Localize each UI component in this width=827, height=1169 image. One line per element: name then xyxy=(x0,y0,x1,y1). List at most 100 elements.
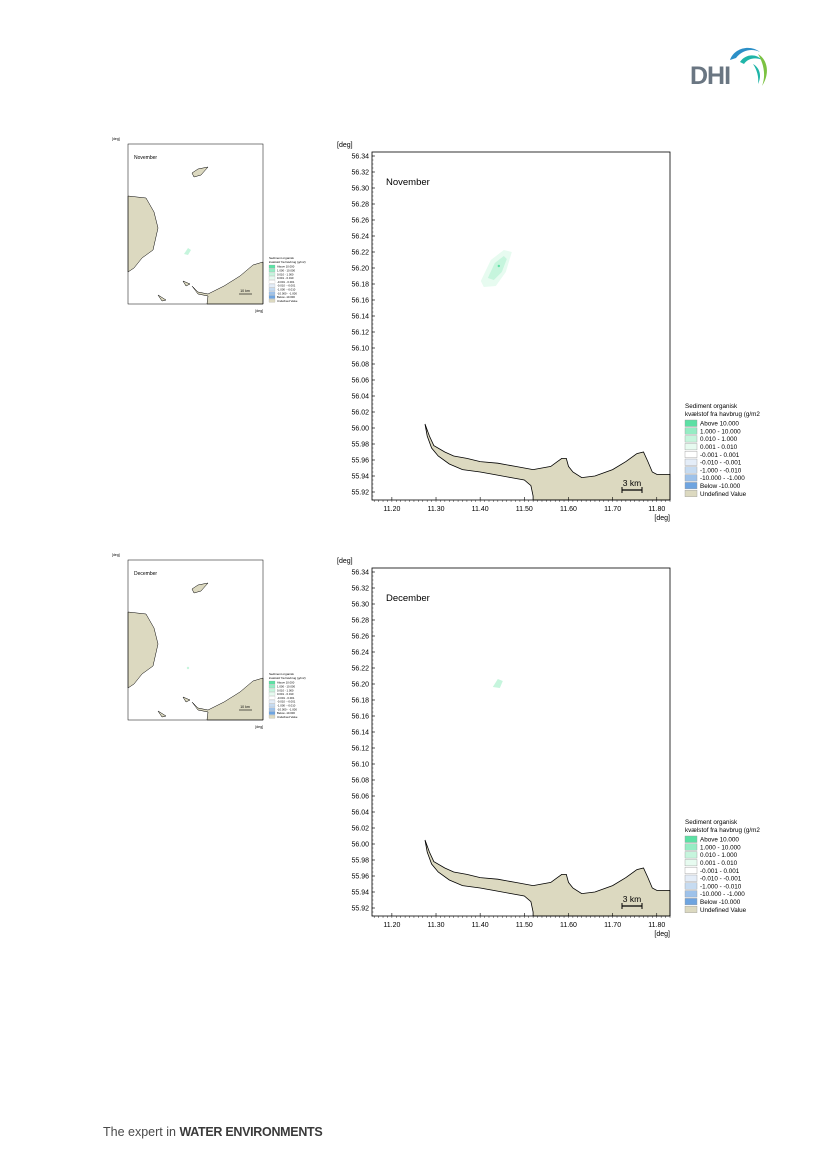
y-tick-label: 56.30 xyxy=(351,186,369,193)
footer-prefix: The expert in xyxy=(103,1125,180,1139)
y-tick-label: 56.26 xyxy=(351,218,369,225)
legend-swatch xyxy=(684,874,698,882)
overview-scale-bar-label: 10 km xyxy=(240,289,250,293)
land-coast xyxy=(424,839,671,917)
legend-swatch xyxy=(684,435,698,443)
legend-title: Sediment organisk xyxy=(685,403,738,410)
overview-legend-swatch xyxy=(268,287,276,292)
x-tick-label: 11.60 xyxy=(560,506,577,513)
x-tick-label: 11.20 xyxy=(383,922,400,929)
overview-legend-label: Above 10.000 xyxy=(277,265,295,269)
legend-swatch xyxy=(684,490,698,497)
y-tick-label: 56.14 xyxy=(351,314,369,321)
y-tick-label: 55.96 xyxy=(351,874,369,881)
legend-swatch xyxy=(684,835,698,843)
y-tick-label: 56.20 xyxy=(351,682,369,689)
legend-swatch xyxy=(684,427,698,435)
legend-label: Undefined Value xyxy=(700,491,747,498)
land-southeast xyxy=(191,677,264,721)
x-tick-label: 11.30 xyxy=(428,922,445,929)
overview-legend-swatch xyxy=(268,696,276,700)
y-tick-label: 56.08 xyxy=(351,362,369,369)
map-svg: [deg]December56.3456.3256.3056.2856.2656… xyxy=(337,558,760,938)
overview-legend-label: -1.000 - -0.010 xyxy=(277,704,296,708)
overview-legend-label: 1.000 - 10.000 xyxy=(277,269,295,273)
legend-swatch xyxy=(684,859,698,867)
overview-legend-title: Sediment organisk xyxy=(269,672,294,676)
legend-label: Above 10.000 xyxy=(700,837,739,844)
legend-title: kvælstof fra havbrug (g/m2) xyxy=(685,411,760,418)
y-tick-label: 56.32 xyxy=(351,170,369,177)
overview-x-unit-label: [deg] xyxy=(255,725,263,729)
y-tick-label: 56.00 xyxy=(351,426,369,433)
overview-legend-label: Undefined Value xyxy=(277,299,298,303)
legend-label: Below -10.000 xyxy=(700,899,741,906)
overview-unit-label: [deg] xyxy=(112,137,120,141)
y-tick-label: 56.08 xyxy=(351,778,369,785)
legend-title: kvælstof fra havbrug (g/m2) xyxy=(685,827,760,834)
legend-swatch xyxy=(684,482,698,490)
legend-swatch xyxy=(684,898,698,906)
plume-outer xyxy=(492,679,503,688)
legend-label: Undefined Value xyxy=(700,907,747,914)
legend-label: 0.010 - 1.000 xyxy=(700,436,738,443)
y-tick-label: 56.04 xyxy=(351,810,369,817)
footer-emphasis: WATER ENVIRONMENTS xyxy=(179,1125,323,1139)
legend-title: Sediment organisk xyxy=(685,819,738,826)
legend-swatch xyxy=(684,867,698,874)
y-tick-label: 56.26 xyxy=(351,634,369,641)
wave-icon xyxy=(730,47,767,86)
overview-month-label: November xyxy=(134,155,157,161)
y-tick-label: 56.10 xyxy=(351,762,369,769)
y-tick-label: 56.06 xyxy=(351,794,369,801)
overview-legend-swatch xyxy=(268,291,276,295)
legend-label: Below -10.000 xyxy=(700,483,741,490)
legend-swatch xyxy=(684,458,698,466)
land-west xyxy=(127,195,159,273)
overview-legend-swatch xyxy=(268,280,276,284)
detail-map-november: [deg] November 56.34 56.32 56.30 56.28 56.26 56… xyxy=(335,135,760,530)
land-coast xyxy=(424,423,671,501)
island-north xyxy=(191,166,209,178)
overview-legend-swatch xyxy=(268,264,276,269)
overview-legend-label: -10.000 - -1.000 xyxy=(277,291,297,295)
legend-label: -0.001 - 0.001 xyxy=(700,452,740,459)
x-tick-label: 11.50 xyxy=(516,506,533,513)
land-southeast xyxy=(191,261,264,305)
islet xyxy=(157,710,167,718)
scale-bar: 3 km xyxy=(621,894,643,909)
overview-legend-label: Above 10.000 xyxy=(277,681,295,685)
plot-frame xyxy=(371,151,671,501)
x-tick-label: 11.70 xyxy=(604,922,621,929)
y-tick-label: 56.22 xyxy=(351,666,369,673)
y-axis: 56.34 56.32 56.30 56.28 56.26 56.24 56.22 56.20… xyxy=(351,570,375,917)
overview-scale-bar-label: 10 km xyxy=(240,705,250,709)
overview-legend-swatch xyxy=(268,688,276,692)
legend-label: -1.000 - -0.010 xyxy=(700,467,742,474)
overview-legend-swatch xyxy=(268,707,276,711)
land-west xyxy=(127,611,159,689)
islet xyxy=(182,696,191,703)
y-tick-label: 56.32 xyxy=(351,586,369,593)
legend-swatch xyxy=(684,906,698,913)
y-tick-label: 56.20 xyxy=(351,266,369,273)
x-tick-label: 11.40 xyxy=(472,506,489,513)
month-label: December xyxy=(386,593,430,604)
x-tick-label: 11.40 xyxy=(472,922,489,929)
overview-legend-label: 0.001 - 0.010 xyxy=(277,276,294,280)
map-svg: [deg]November56.3456.3256.3056.2856.2656… xyxy=(337,142,760,522)
overview-legend-label: Below -10.000 xyxy=(277,295,295,299)
overview-map-november: November [deg] 10 km [deg] Sediment organisk… xyxy=(110,135,310,315)
y-tick-label: 56.02 xyxy=(351,826,369,833)
scale-bar-label: 3 km xyxy=(623,894,641,904)
y-tick-label: 56.04 xyxy=(351,394,369,401)
x-unit-label: [deg] xyxy=(654,515,670,522)
legend-swatch xyxy=(684,851,698,859)
overview-legend-swatch xyxy=(268,272,276,276)
y-tick-label: 56.06 xyxy=(351,378,369,385)
y-tick-label: 55.98 xyxy=(351,858,369,865)
overview-legend-label: Below -10.000 xyxy=(277,711,295,715)
